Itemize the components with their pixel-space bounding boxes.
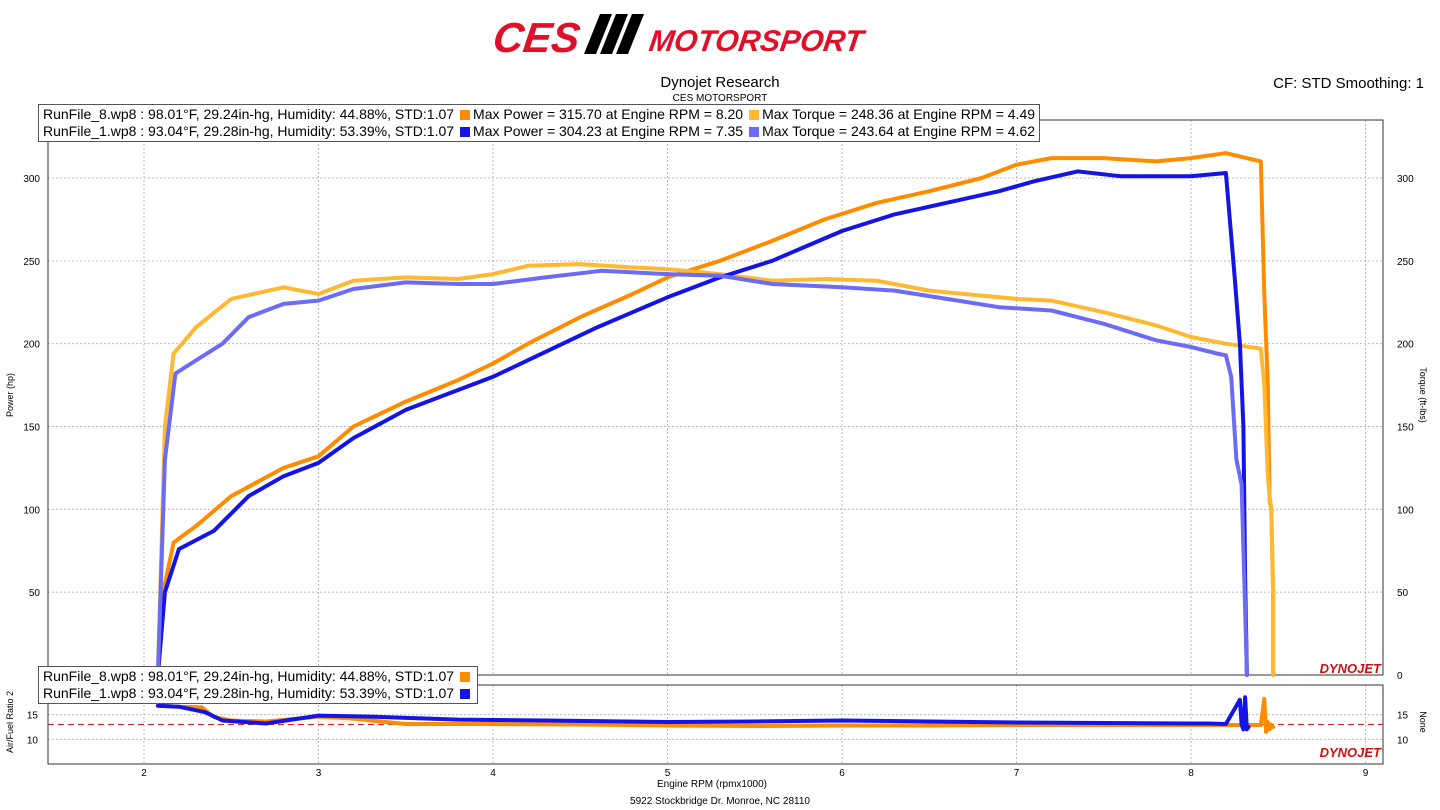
brand-logo-slash <box>600 14 628 54</box>
main-series-2 <box>155 169 1249 677</box>
x-tick-label: 2 <box>141 768 147 779</box>
main-series-0 <box>155 151 1276 677</box>
legend-row-run1: RunFile_1.wp8 : 93.04°F, 29.28in-hg, Hum… <box>43 123 1035 140</box>
axis-text: 2 3 4 5 6 7 8 9 50 100 150 200 250 300 0 50 100 150 200 250… <box>23 174 1414 779</box>
y-tick-label-torque: 200 <box>1397 340 1414 351</box>
x-tick-label: 9 <box>1363 768 1369 779</box>
x-tick-label: 3 <box>316 768 322 779</box>
afr-y-tick-label: 10 <box>27 735 39 746</box>
y-axis-label-afr-right: None <box>1418 711 1428 733</box>
legend-run1-info: RunFile_1.wp8 : 93.04°F, 29.28in-hg, Hum… <box>43 123 455 139</box>
y-tick-label-power: 300 <box>23 174 40 185</box>
afr-y2-tick-label: 10 <box>1397 735 1409 746</box>
brand-logo-motorsport: MOTORSPORT <box>647 25 868 58</box>
x-tick-label: 8 <box>1188 768 1194 779</box>
y-tick-label-torque: 0 <box>1397 671 1403 682</box>
main-series-1 <box>155 262 1276 677</box>
legend-row-run8: RunFile_8.wp8 : 98.01°F, 29.24in-hg, Hum… <box>43 106 1035 123</box>
legend-run8-max-power: Max Power = 315.70 at Engine RPM = 8.20 <box>473 106 744 122</box>
main-legend: RunFile_8.wp8 : 98.01°F, 29.24in-hg, Hum… <box>38 104 1041 142</box>
main-grid <box>48 120 1383 675</box>
x-tick-label: 7 <box>1014 768 1020 779</box>
afr-legend: RunFile_8.wp8 : 98.01°F, 29.24in-hg, Hum… <box>38 666 479 704</box>
afr-series-1 <box>155 695 1251 732</box>
main-series <box>155 151 1276 677</box>
footer-address: 5922 Stockbridge Dr. Monroe, NC 28110 <box>630 796 810 807</box>
y-axis-label-afr: Air/Fuel Ratio 2 <box>5 691 15 753</box>
y-tick-label-power: 150 <box>23 422 40 433</box>
y-tick-label-torque: 100 <box>1397 505 1414 516</box>
brand-logo-slash <box>584 14 612 54</box>
legend-swatch-run8-power <box>460 110 471 120</box>
brand-logo: CES MOTORSPORT <box>490 14 868 58</box>
legend-run8-info: RunFile_8.wp8 : 98.01°F, 29.24in-hg, Hum… <box>43 106 455 122</box>
legend-run1-max-power: Max Power = 304.23 at Engine RPM = 7.35 <box>473 123 744 139</box>
y-axis-label-torque: Torque (ft-lbs) <box>1418 367 1428 423</box>
y-tick-label-torque: 300 <box>1397 174 1414 185</box>
y-axis-label-power: Power (hp) <box>5 373 15 417</box>
y-tick-label-torque: 150 <box>1397 422 1414 433</box>
brand-logo-slash <box>616 14 644 54</box>
legend-run1-max-torque: Max Torque = 243.64 at Engine RPM = 4.62 <box>762 123 1036 139</box>
x-tick-label: 4 <box>490 768 496 779</box>
chart-title: Dynojet Research <box>660 74 780 91</box>
dynojet-watermark-afr: DYNOJET <box>1320 745 1382 760</box>
y-tick-label-power: 250 <box>23 257 40 268</box>
afr-legend-swatch-run1 <box>460 689 471 699</box>
afr-y-tick-label: 15 <box>27 711 39 722</box>
correction-factor-label: CF: STD Smoothing: 1 <box>1273 75 1424 92</box>
y-tick-label-power: 200 <box>23 340 40 351</box>
afr-legend-swatch-run8 <box>460 672 471 682</box>
afr-legend-run1-info: RunFile_1.wp8 : 93.04°F, 29.28in-hg, Hum… <box>43 685 455 701</box>
x-tick-label: 5 <box>665 768 671 779</box>
legend-swatch-run1-power <box>460 127 471 137</box>
legend-swatch-run1-torque <box>749 127 760 137</box>
legend-run8-max-torque: Max Torque = 248.36 at Engine RPM = 4.49 <box>762 106 1036 122</box>
afr-y2-tick-label: 15 <box>1397 711 1409 722</box>
y-tick-label-power: 50 <box>29 588 41 599</box>
main-series-3 <box>155 268 1249 677</box>
x-axis-label: Engine RPM (rpmx1000) <box>657 779 767 790</box>
chart-subtitle: CES MOTORSPORT <box>672 93 768 104</box>
afr-legend-row-run1: RunFile_1.wp8 : 93.04°F, 29.28in-hg, Hum… <box>43 685 473 702</box>
afr-legend-row-run8: RunFile_8.wp8 : 98.01°F, 29.24in-hg, Hum… <box>43 668 473 685</box>
afr-legend-run8-info: RunFile_8.wp8 : 98.01°F, 29.24in-hg, Hum… <box>43 668 455 684</box>
legend-swatch-run8-torque <box>749 110 760 120</box>
y-tick-label-torque: 50 <box>1397 588 1409 599</box>
y-tick-label-power: 100 <box>23 505 40 516</box>
y-tick-label-torque: 250 <box>1397 257 1414 268</box>
dynojet-watermark-main: DYNOJET <box>1320 661 1382 676</box>
x-tick-label: 6 <box>839 768 845 779</box>
afr-series <box>155 695 1276 734</box>
brand-logo-ces: CES <box>490 14 583 58</box>
